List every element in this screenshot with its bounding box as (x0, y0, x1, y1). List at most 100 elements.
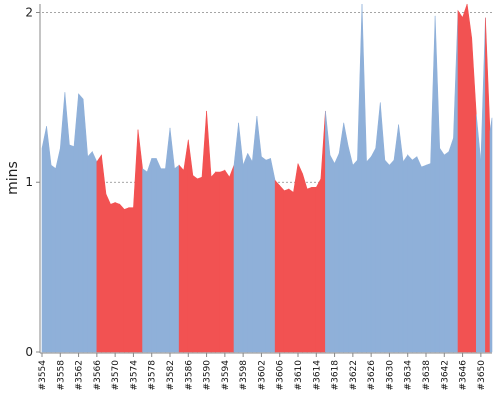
area-segment-build-3577 (146, 158, 153, 353)
area-segment-build-3609 (293, 163, 299, 353)
area-segment-build-3615 (320, 110, 326, 353)
build-duration-areas (41, 3, 493, 353)
area-segment-build-3568 (105, 194, 111, 353)
x-tick-label-3606: #3606 (276, 360, 286, 391)
area-segment-build-3571 (119, 203, 125, 353)
area-segment-build-3586 (187, 139, 194, 353)
area-segment-build-3637 (421, 164, 427, 353)
area-segment-build-3575 (137, 129, 143, 353)
x-tick-label-3626: #3626 (367, 360, 377, 391)
area-segment-build-3563 (82, 99, 89, 353)
area-segment-build-3605 (274, 179, 281, 353)
x-tick-label-3650: #3650 (477, 360, 487, 391)
area-segment-build-3600 (251, 116, 258, 353)
area-segment-build-3623 (357, 3, 363, 353)
area-segment-build-3554 (41, 126, 47, 353)
area-segment-build-3596 (233, 122, 239, 353)
area-segment-build-3651 (485, 17, 491, 353)
area-segment-build-3620 (343, 122, 349, 353)
area-segment-build-3595 (229, 165, 235, 353)
area-segment-build-3587 (192, 174, 198, 353)
area-segment-build-3632 (398, 124, 404, 353)
x-tick-label-3574: #3574 (129, 360, 139, 391)
area-segment-build-3560 (69, 144, 75, 353)
x-tick-label-3594: #3594 (221, 360, 231, 391)
area-segment-build-3629 (384, 159, 390, 353)
area-segment-build-3566 (96, 154, 102, 353)
area-segment-build-3556 (50, 164, 57, 353)
x-tick-label-3566: #3566 (93, 360, 103, 391)
x-tick-label-3554: #3554 (38, 360, 48, 391)
area-segment-build-3601 (256, 116, 262, 353)
area-segment-build-3585 (183, 139, 189, 353)
area-segment-build-3572 (123, 207, 130, 353)
area-segment-build-3583 (174, 164, 180, 353)
area-segment-build-3558 (59, 92, 66, 353)
x-tick-label-3562: #3562 (75, 360, 85, 390)
area-segment-build-3627 (375, 102, 381, 353)
x-tick-label-3598: #3598 (239, 360, 249, 391)
area-segment-build-3584 (178, 164, 185, 353)
area-segment-build-3567 (101, 155, 107, 353)
area-segment-build-3625 (366, 155, 372, 353)
area-segment-build-3569 (110, 202, 116, 353)
area-segment-build-3597 (238, 122, 244, 353)
area-segment-build-3599 (247, 153, 253, 353)
area-segment-build-3616 (325, 110, 331, 353)
area-segment-build-3555 (46, 126, 52, 353)
y-tick-label-1: 1 (25, 175, 33, 189)
x-tick-label-3618: #3618 (331, 360, 341, 391)
x-tick-label-3578: #3578 (148, 360, 158, 391)
area-segment-build-3621 (347, 146, 354, 353)
area-segment-build-3634 (407, 154, 413, 353)
area-segment-build-3580 (160, 168, 166, 353)
area-segment-build-3640 (434, 15, 441, 353)
area-segment-build-3592 (215, 171, 221, 353)
x-tick-label-3642: #3642 (440, 360, 450, 390)
area-segment-build-3574 (133, 129, 139, 353)
area-segment-build-3617 (329, 154, 335, 353)
x-tick-label-3602: #3602 (257, 360, 267, 390)
x-tick-label-3586: #3586 (184, 360, 194, 391)
area-segment-build-3604 (270, 158, 276, 353)
area-segment-build-3598 (242, 153, 249, 353)
area-segment-build-3607 (283, 188, 290, 353)
area-segment-build-3618 (334, 153, 340, 353)
y-axis-title: mins (5, 161, 21, 195)
area-segment-build-3564 (87, 150, 93, 353)
area-segment-build-3581 (165, 127, 171, 353)
area-segment-build-3582 (169, 127, 175, 353)
x-tick-label-3610: #3610 (294, 360, 304, 391)
area-segment-build-3578 (151, 158, 157, 353)
x-tick-label-3638: #3638 (422, 360, 432, 391)
area-segment-build-3636 (416, 156, 422, 353)
x-tick-labels: #3554 #3558 #3562 #3566 #3570 #3574 #3578 #3582… (38, 353, 487, 390)
area-segment-build-3652 (489, 117, 493, 353)
area-segment-build-3610 (297, 163, 303, 353)
area-segment-build-3638 (425, 163, 431, 353)
area-segment-build-3644 (453, 10, 459, 353)
area-segment-build-3633 (402, 154, 409, 353)
area-segment-build-3557 (55, 148, 61, 353)
area-segment-build-3622 (352, 159, 358, 353)
area-segment-build-3635 (411, 156, 418, 353)
area-segment-build-3630 (389, 159, 395, 353)
area-segment-build-3650 (480, 17, 486, 353)
area-segment-build-3611 (302, 173, 308, 353)
area-segment-build-3602 (261, 156, 267, 353)
area-segment-build-3645 (457, 9, 463, 353)
area-segment-build-3594 (224, 169, 230, 353)
y-tick-label-2: 2 (25, 5, 33, 19)
area-segment-build-3642 (443, 151, 450, 353)
area-segment-build-3565 (91, 151, 98, 353)
area-segment-build-3649 (475, 114, 482, 353)
x-tick-label-3558: #3558 (56, 360, 66, 391)
area-segment-build-3573 (128, 207, 134, 353)
area-segment-build-3559 (64, 92, 70, 353)
area-segment-build-3562 (78, 93, 84, 353)
gridlines (42, 12, 492, 183)
area-segment-build-3608 (288, 188, 294, 353)
area-segment-build-3648 (471, 37, 477, 353)
area-segment-build-3643 (448, 138, 454, 353)
